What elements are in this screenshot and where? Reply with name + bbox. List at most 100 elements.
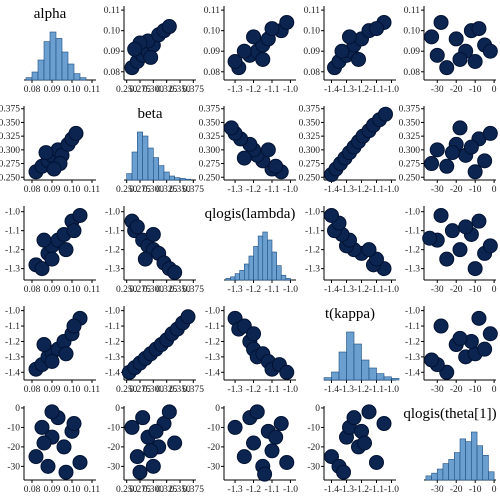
bar xyxy=(425,475,432,481)
bar xyxy=(431,472,438,481)
point xyxy=(439,60,455,76)
bar xyxy=(459,438,466,481)
point xyxy=(482,238,498,254)
y-tick-label: 0.10 xyxy=(203,27,220,37)
point xyxy=(46,161,62,177)
point xyxy=(143,49,159,65)
x-tick-label: 0.275 xyxy=(129,285,151,295)
x-tick-label: 0.250 xyxy=(116,85,138,95)
y-tick-label: -10 xyxy=(307,423,320,433)
y-tick-label: 0.275 xyxy=(399,160,421,170)
y-tick-label: -1.2 xyxy=(205,337,220,347)
bar xyxy=(391,378,400,381)
bar xyxy=(361,359,370,381)
point xyxy=(72,454,88,470)
y-tick-label: -1.3 xyxy=(405,265,420,275)
y-tick-label: -10 xyxy=(207,423,220,433)
y-tick-label: 0 xyxy=(115,404,120,414)
point xyxy=(40,458,56,474)
point xyxy=(424,156,440,172)
x-tick-label: 0.350 xyxy=(169,485,191,495)
x-tick-label: -30 xyxy=(431,285,444,295)
bar xyxy=(436,468,444,481)
y-tick-label: 0.10 xyxy=(303,27,320,37)
point xyxy=(249,404,265,420)
point xyxy=(36,232,52,248)
bar xyxy=(79,77,87,81)
x-tick-label: -1.0 xyxy=(384,485,399,495)
point xyxy=(279,364,295,380)
point xyxy=(236,449,252,465)
bar xyxy=(43,41,51,81)
point xyxy=(246,326,262,342)
y-tick-label: 0.325 xyxy=(0,132,20,142)
y-tick-label: 0.09 xyxy=(303,47,320,57)
x-tick-label: -1.1 xyxy=(264,485,279,495)
x-tick-label: -1.1 xyxy=(369,485,384,495)
y-tick-label: 0.275 xyxy=(299,160,321,170)
point xyxy=(429,142,445,158)
bar xyxy=(142,135,149,181)
point xyxy=(129,219,145,235)
point xyxy=(471,213,487,229)
x-tick-label: -20 xyxy=(450,385,463,395)
point xyxy=(167,264,183,280)
point xyxy=(467,261,483,277)
x-tick-label: 0.08 xyxy=(24,485,41,495)
point xyxy=(433,14,449,30)
x-tick-label: -20 xyxy=(450,485,463,495)
point xyxy=(458,219,474,235)
x-tick-label: 0.350 xyxy=(169,385,191,395)
x-tick-label: 0.11 xyxy=(84,85,101,95)
bar xyxy=(488,471,495,481)
y-tick-label: -1.2 xyxy=(305,246,320,256)
x-tick-label: -1.4 xyxy=(324,85,339,95)
point xyxy=(444,145,460,161)
bar xyxy=(37,59,45,81)
y-tick-label: 0.11 xyxy=(204,6,221,16)
y-tick-label: -1.2 xyxy=(5,337,20,347)
point xyxy=(264,443,280,459)
x-tick-label: -10 xyxy=(469,185,482,195)
bar xyxy=(49,31,57,81)
x-tick-label: -1.1 xyxy=(264,85,279,95)
x-tick-label: 0.11 xyxy=(84,285,101,295)
x-tick-label: -1.2 xyxy=(354,185,369,195)
panel-title: t(kappa) xyxy=(325,306,375,322)
point xyxy=(422,230,438,246)
point xyxy=(463,139,479,155)
y-tick-label: -1.2 xyxy=(105,246,120,256)
x-tick-label: -1.0 xyxy=(384,185,399,195)
point xyxy=(482,43,498,59)
x-tick-label: -1.2 xyxy=(354,285,369,295)
bar xyxy=(346,331,355,381)
y-tick-label: -1.0 xyxy=(405,307,420,317)
y-tick-label: -1.1 xyxy=(405,322,420,332)
x-tick-label: 0.08 xyxy=(24,285,41,295)
panel-title: beta xyxy=(138,106,163,122)
y-tick-label: 0.11 xyxy=(104,6,121,16)
point xyxy=(342,29,357,45)
bar xyxy=(338,351,347,381)
x-tick-label: -1.3 xyxy=(339,385,354,395)
y-tick-label: -1.2 xyxy=(405,246,420,256)
point xyxy=(127,41,143,57)
point xyxy=(433,207,449,223)
x-tick-label: 0.300 xyxy=(143,185,165,195)
x-tick-label: 0.300 xyxy=(143,85,165,95)
x-tick-label: 0.325 xyxy=(156,185,178,195)
y-tick-label: 0.375 xyxy=(299,105,321,115)
bar xyxy=(248,255,254,281)
x-tick-label: -1.3 xyxy=(228,285,243,295)
point xyxy=(482,125,498,141)
point xyxy=(452,120,468,136)
point xyxy=(424,352,440,368)
y-tick-label: 0.275 xyxy=(0,160,20,170)
x-tick-label: 0.325 xyxy=(156,285,178,295)
point xyxy=(477,153,493,169)
y-tick-label: -1.1 xyxy=(405,227,420,237)
x-tick-label: -30 xyxy=(431,185,444,195)
y-tick-label: -30 xyxy=(107,462,120,472)
bar xyxy=(454,452,461,481)
x-tick-label: 0.300 xyxy=(143,385,165,395)
